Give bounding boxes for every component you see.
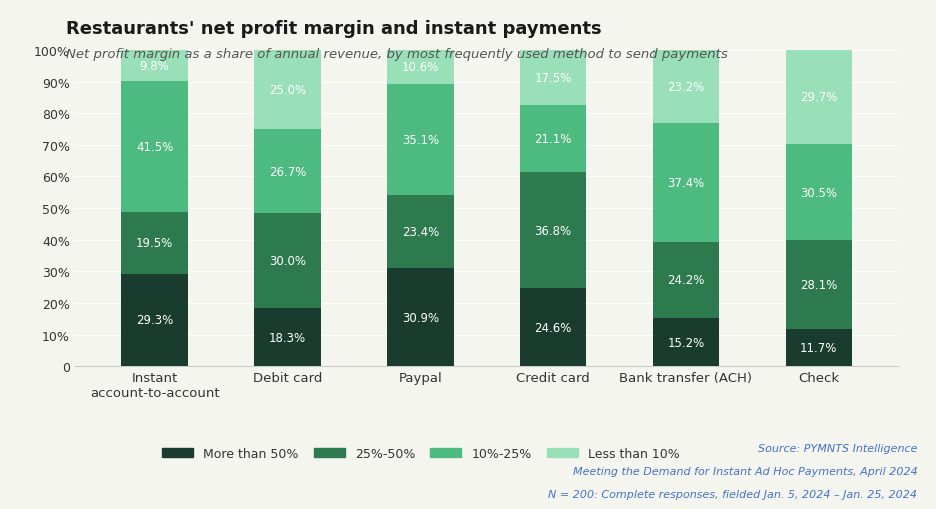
Bar [388, 269, 454, 366]
Text: Restaurants' net profit margin and instant payments: Restaurants' net profit margin and insta… [66, 20, 601, 38]
Text: 19.5%: 19.5% [136, 237, 173, 250]
Bar [388, 84, 454, 195]
Bar [255, 51, 321, 130]
Bar [122, 274, 188, 366]
Bar [519, 106, 586, 173]
Bar [652, 51, 719, 124]
Text: 17.5%: 17.5% [534, 72, 572, 85]
Text: 15.2%: 15.2% [667, 336, 705, 349]
Text: 29.3%: 29.3% [136, 314, 173, 327]
Text: 29.7%: 29.7% [800, 91, 838, 104]
Text: 11.7%: 11.7% [800, 342, 838, 354]
Bar [255, 309, 321, 366]
Bar [519, 289, 586, 366]
Text: 9.8%: 9.8% [139, 60, 169, 73]
Bar [122, 50, 188, 81]
Text: 30.5%: 30.5% [800, 186, 838, 199]
Text: 23.4%: 23.4% [402, 225, 439, 239]
Bar [785, 329, 852, 366]
Bar [388, 195, 454, 269]
Text: N = 200: Complete responses, fielded Jan. 5, 2024 – Jan. 25, 2024: N = 200: Complete responses, fielded Jan… [548, 489, 917, 499]
Text: Source: PYMNTS Intelligence: Source: PYMNTS Intelligence [758, 443, 917, 453]
Text: 10.6%: 10.6% [402, 61, 439, 74]
Bar [519, 51, 586, 106]
Bar [388, 51, 454, 84]
Text: 30.0%: 30.0% [269, 255, 306, 268]
Text: Net profit margin as a share of annual revenue, by most frequently used method t: Net profit margin as a share of annual r… [66, 48, 727, 61]
Text: 25.0%: 25.0% [269, 84, 306, 97]
Text: 18.3%: 18.3% [269, 331, 306, 344]
Bar [652, 124, 719, 242]
Bar [785, 241, 852, 329]
Text: 24.2%: 24.2% [667, 274, 705, 287]
Text: 41.5%: 41.5% [136, 140, 173, 154]
Bar [122, 212, 188, 274]
Text: 36.8%: 36.8% [534, 224, 572, 237]
Bar [785, 51, 852, 145]
Text: 21.1%: 21.1% [534, 133, 572, 146]
Bar [255, 130, 321, 214]
Bar [255, 214, 321, 309]
Bar [519, 173, 586, 289]
Text: 28.1%: 28.1% [800, 279, 838, 292]
Bar [652, 319, 719, 366]
Text: 24.6%: 24.6% [534, 321, 572, 334]
Text: Meeting the Demand for Instant Ad Hoc Payments, April 2024: Meeting the Demand for Instant Ad Hoc Pa… [573, 466, 917, 476]
Legend: More than 50%, 25%-50%, 10%-25%, Less than 10%: More than 50%, 25%-50%, 10%-25%, Less th… [157, 442, 685, 465]
Bar [652, 242, 719, 319]
Text: 26.7%: 26.7% [269, 165, 306, 179]
Text: 30.9%: 30.9% [402, 311, 439, 324]
Bar [785, 145, 852, 241]
Text: 35.1%: 35.1% [402, 133, 439, 146]
Text: 37.4%: 37.4% [667, 177, 705, 190]
Text: 23.2%: 23.2% [667, 81, 705, 94]
Bar [122, 81, 188, 212]
